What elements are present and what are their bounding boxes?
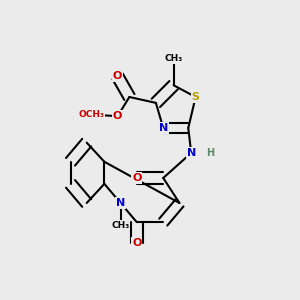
Text: N: N xyxy=(159,123,168,133)
Text: O: O xyxy=(113,71,122,81)
Text: H: H xyxy=(206,148,214,158)
Text: N: N xyxy=(187,148,196,158)
Text: N: N xyxy=(116,198,125,208)
Text: O: O xyxy=(132,238,141,248)
Text: O: O xyxy=(132,173,141,183)
Text: CH₃: CH₃ xyxy=(111,220,130,230)
Text: O: O xyxy=(113,111,122,121)
Text: S: S xyxy=(192,92,200,102)
Text: OCH₃: OCH₃ xyxy=(78,110,104,119)
Text: CH₃: CH₃ xyxy=(164,54,183,63)
